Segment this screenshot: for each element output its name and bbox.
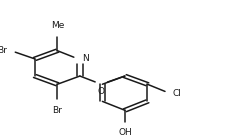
Text: Me: Me xyxy=(51,21,64,30)
Text: Br: Br xyxy=(0,45,7,55)
Text: Br: Br xyxy=(52,106,62,115)
Text: N: N xyxy=(82,54,89,63)
Text: Cl: Cl xyxy=(173,89,182,98)
Text: O: O xyxy=(98,87,105,96)
Text: OH: OH xyxy=(118,128,132,137)
